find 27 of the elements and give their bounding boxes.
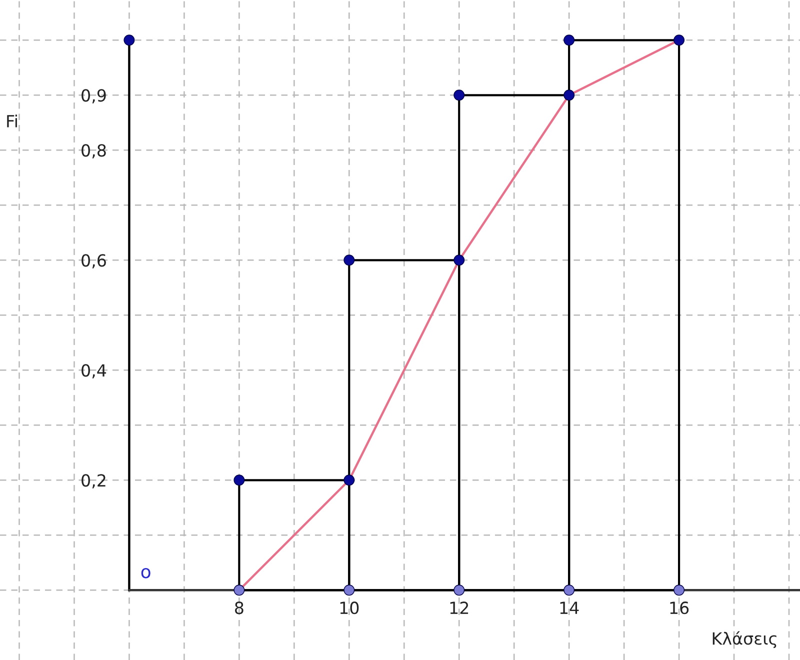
- point: [234, 584, 245, 596]
- y-axis-title: Fi: [7, 114, 17, 128]
- point: [454, 254, 465, 266]
- y-tick-label: 0,9: [82, 89, 106, 104]
- x-tick-label: 10: [340, 602, 359, 614]
- point: [344, 584, 355, 596]
- point: [344, 254, 355, 266]
- y-tick-label: 0,6: [82, 254, 106, 268]
- point: [454, 584, 465, 596]
- x-tick-label: 14: [560, 602, 579, 614]
- y-tick-label: 0,2: [82, 474, 106, 488]
- point: [564, 584, 575, 596]
- x-tick-label: 8: [235, 602, 244, 614]
- y-tick-label: 0,4: [82, 364, 106, 378]
- point: [564, 90, 575, 101]
- point: [124, 34, 135, 46]
- x-tick-label: 12: [450, 602, 468, 614]
- point: [344, 474, 355, 486]
- y-tick-label: 0,8: [82, 144, 106, 158]
- x-axis-title: Κλάσεις: [712, 631, 776, 648]
- point: [674, 34, 685, 46]
- annotation: o: [141, 568, 150, 578]
- point: [454, 90, 465, 101]
- point: [674, 584, 685, 596]
- point: [234, 474, 245, 486]
- point: [564, 34, 575, 46]
- x-tick-label: 16: [670, 602, 689, 614]
